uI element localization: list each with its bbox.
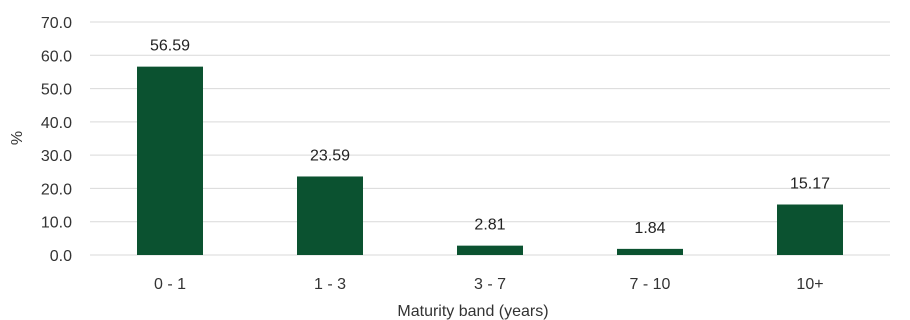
y-tick-label: 10.0 xyxy=(41,215,72,232)
x-tick-label: 10+ xyxy=(796,276,823,293)
x-axis-ticks: 0 - 1 1 - 3 3 - 7 7 - 10 10+ xyxy=(154,276,824,293)
x-tick-label: 1 - 3 xyxy=(314,276,346,293)
bar-value-label: 15.17 xyxy=(790,176,830,193)
bar-value-label: 56.59 xyxy=(150,38,190,55)
x-tick-label: 3 - 7 xyxy=(474,276,506,293)
bar xyxy=(777,204,843,255)
x-axis-title: Maturity band (years) xyxy=(397,303,548,320)
bar-value-label: 23.59 xyxy=(310,147,350,164)
y-tick-label: 40.0 xyxy=(41,115,72,132)
y-axis-ticks: 0.0 10.0 20.0 30.0 40.0 50.0 60.0 70.0 xyxy=(41,15,72,265)
bar xyxy=(617,248,683,255)
bar-value-label: 1.84 xyxy=(634,220,665,237)
y-tick-label: 20.0 xyxy=(41,181,72,198)
bar xyxy=(297,176,363,255)
y-tick-label: 70.0 xyxy=(41,15,72,32)
y-axis-title: % xyxy=(9,131,26,145)
y-tick-label: 0.0 xyxy=(50,248,72,265)
bars xyxy=(137,66,843,256)
x-tick-label: 7 - 10 xyxy=(630,276,671,293)
y-tick-label: 30.0 xyxy=(41,148,72,165)
y-tick-label: 50.0 xyxy=(41,82,72,99)
gridlines xyxy=(90,21,890,256)
bar xyxy=(137,66,203,256)
data-labels: 56.59 23.59 2.81 1.84 15.17 xyxy=(150,38,830,237)
bar xyxy=(457,245,523,255)
x-tick-label: 0 - 1 xyxy=(154,276,186,293)
y-tick-label: 60.0 xyxy=(41,48,72,65)
bar-value-label: 2.81 xyxy=(474,217,505,234)
